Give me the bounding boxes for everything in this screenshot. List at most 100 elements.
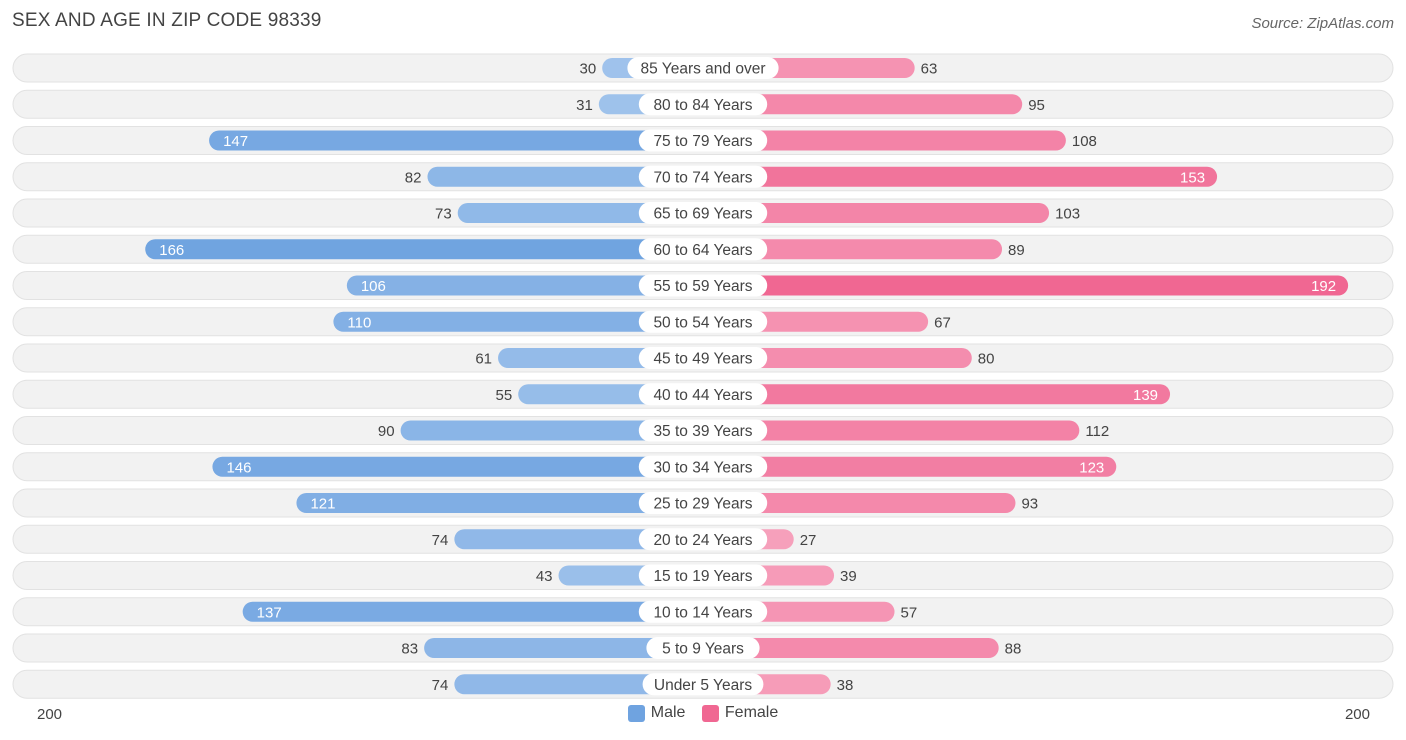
female-value-label: 27 bbox=[800, 532, 817, 549]
female-bar bbox=[693, 420, 1080, 441]
category-label: 20 to 24 Years bbox=[653, 532, 752, 549]
female-bar bbox=[693, 638, 999, 658]
male-bar bbox=[296, 493, 713, 513]
category-label-bg bbox=[638, 129, 768, 152]
legend-swatch-female bbox=[701, 704, 719, 722]
category-label: 5 to 9 Years bbox=[662, 641, 744, 658]
female-value-label: 95 bbox=[1028, 97, 1045, 114]
female-value-label: 89 bbox=[1008, 242, 1025, 259]
category-label-bg bbox=[638, 202, 768, 224]
chart-title: SEX AND AGE IN ZIP CODE 98339 bbox=[12, 10, 322, 31]
female-value-label: 38 bbox=[837, 677, 854, 694]
female-bar bbox=[693, 456, 1117, 477]
legend-item-female[interactable]: Female bbox=[701, 704, 779, 722]
female-bar bbox=[693, 94, 1023, 115]
male-value-label: 147 bbox=[223, 133, 248, 150]
category-label: 35 to 39 Years bbox=[653, 423, 752, 440]
axis-left-label: 200 bbox=[37, 706, 63, 723]
female-value-label: 123 bbox=[1079, 459, 1104, 476]
category-label: 70 to 74 Years bbox=[653, 169, 752, 186]
category-label-bg bbox=[642, 673, 764, 696]
female-value-label: 139 bbox=[1133, 387, 1158, 404]
male-value-label: 43 bbox=[536, 568, 553, 585]
male-bar bbox=[242, 601, 713, 622]
male-bar bbox=[346, 275, 713, 296]
male-bar bbox=[424, 638, 713, 658]
category-label-bg bbox=[638, 238, 768, 261]
category-label-bg bbox=[638, 274, 768, 297]
category-label-bg bbox=[638, 419, 768, 442]
category-label-bg bbox=[638, 93, 768, 116]
female-bar bbox=[693, 384, 1171, 405]
category-label-bg bbox=[638, 310, 768, 333]
male-value-label: 146 bbox=[226, 459, 251, 476]
female-value-label: 192 bbox=[1311, 278, 1336, 295]
female-value-label: 108 bbox=[1072, 133, 1097, 150]
female-bar bbox=[693, 203, 1050, 223]
female-value-label: 93 bbox=[1021, 496, 1038, 513]
category-label: 50 to 54 Years bbox=[653, 314, 752, 331]
male-value-label: 73 bbox=[435, 206, 452, 223]
category-label-bg bbox=[646, 637, 760, 659]
female-value-label: 63 bbox=[921, 61, 938, 78]
category-label-bg bbox=[638, 528, 768, 551]
male-value-label: 137 bbox=[257, 604, 282, 621]
female-bar bbox=[693, 130, 1066, 151]
male-bar bbox=[333, 311, 713, 332]
male-value-label: 31 bbox=[576, 97, 593, 114]
male-value-label: 55 bbox=[496, 387, 513, 404]
male-bar bbox=[400, 420, 713, 441]
female-bar bbox=[693, 493, 1016, 513]
male-bar bbox=[145, 239, 714, 260]
legend-swatch-male bbox=[627, 704, 645, 722]
male-value-label: 110 bbox=[347, 314, 371, 331]
category-label: 60 to 64 Years bbox=[653, 242, 752, 259]
male-value-label: 82 bbox=[405, 169, 422, 186]
male-bar bbox=[212, 456, 713, 477]
male-value-label: 83 bbox=[401, 641, 418, 658]
category-label-bg bbox=[638, 564, 768, 587]
male-value-label: 74 bbox=[432, 532, 449, 549]
female-bar bbox=[693, 239, 1003, 260]
category-label-bg bbox=[638, 600, 768, 623]
category-label: 55 to 59 Years bbox=[653, 278, 752, 295]
source-label: Source: ZipAtlas.com bbox=[1251, 15, 1394, 32]
category-label: 15 to 19 Years bbox=[653, 568, 752, 585]
female-value-label: 103 bbox=[1055, 206, 1080, 223]
legend-label-female: Female bbox=[724, 704, 779, 721]
female-bar bbox=[693, 166, 1218, 187]
category-label: 30 to 34 Years bbox=[653, 459, 752, 476]
female-value-label: 39 bbox=[840, 568, 857, 585]
category-label: Under 5 Years bbox=[654, 677, 752, 694]
category-label: 65 to 69 Years bbox=[653, 206, 752, 223]
male-value-label: 106 bbox=[361, 278, 386, 295]
category-label: 45 to 49 Years bbox=[653, 351, 752, 368]
legend: Male Female bbox=[0, 704, 1406, 727]
female-value-label: 57 bbox=[901, 604, 918, 621]
female-bar bbox=[693, 275, 1349, 296]
female-value-label: 88 bbox=[1005, 641, 1022, 658]
male-value-label: 61 bbox=[475, 351, 492, 368]
female-value-label: 112 bbox=[1085, 423, 1109, 440]
legend-item-male[interactable]: Male bbox=[627, 704, 686, 722]
category-label: 85 Years and over bbox=[641, 61, 766, 78]
category-label-bg bbox=[638, 165, 768, 188]
category-label-bg bbox=[638, 455, 768, 478]
category-label-bg bbox=[638, 492, 768, 514]
female-value-label: 67 bbox=[934, 314, 951, 331]
category-label: 40 to 44 Years bbox=[653, 387, 752, 404]
category-label: 25 to 29 Years bbox=[653, 496, 752, 513]
axis-right-label: 200 bbox=[1344, 706, 1370, 723]
male-bar bbox=[209, 130, 713, 151]
category-label-bg bbox=[627, 57, 779, 79]
female-value-label: 153 bbox=[1180, 169, 1205, 186]
female-value-label: 80 bbox=[978, 351, 995, 368]
male-value-label: 90 bbox=[378, 423, 395, 440]
male-value-label: 30 bbox=[580, 61, 597, 78]
male-value-label: 121 bbox=[310, 496, 335, 513]
legend-label-male: Male bbox=[650, 704, 686, 721]
category-label-bg bbox=[638, 347, 768, 369]
category-label: 75 to 79 Years bbox=[653, 133, 752, 150]
category-label: 10 to 14 Years bbox=[653, 604, 752, 621]
